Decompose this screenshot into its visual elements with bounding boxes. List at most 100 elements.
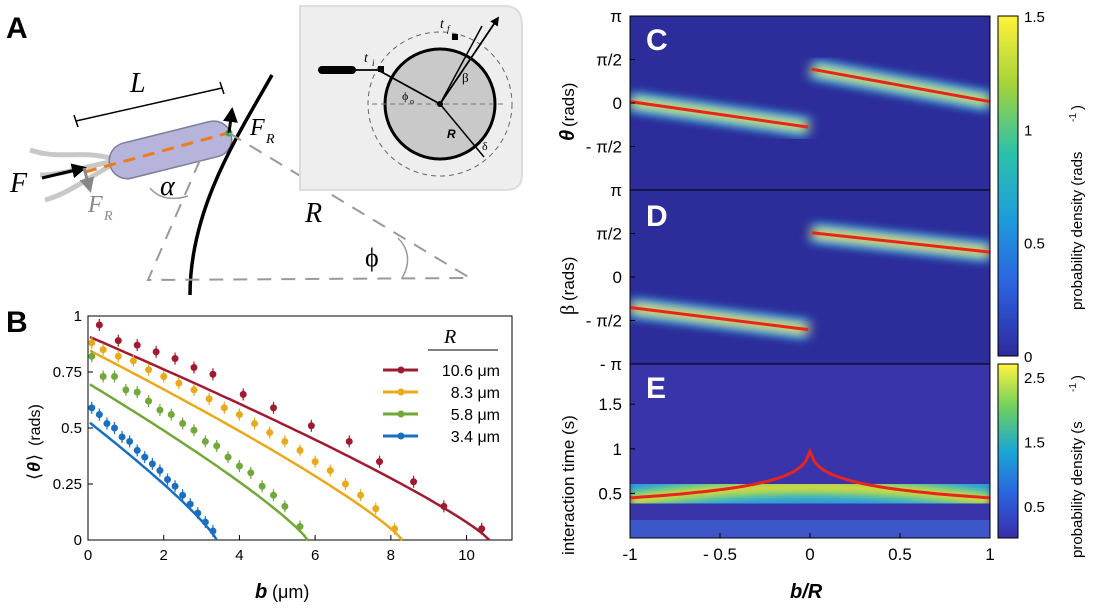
xtick-label: 0 [805, 545, 814, 564]
colorbar-bottom-label-end: ) [1069, 375, 1086, 380]
ytick-label: π [610, 7, 622, 26]
colorbar-bottom: 2.5 1.5 0.5 probability density (s -1 ) [997, 363, 1086, 558]
data-point [156, 406, 164, 414]
colorbar-bottom-label-text: probability density (s [1069, 421, 1086, 558]
panel-b-ytick-label: 0.75 [53, 364, 82, 381]
data-point [209, 370, 217, 378]
legend-marker [397, 410, 405, 418]
data-point [235, 462, 243, 470]
data-point [171, 482, 179, 490]
obstacle-surface [188, 74, 274, 296]
data-point [156, 467, 164, 475]
data-point [391, 525, 399, 533]
panel-d-ylabel-unit: (rads) [559, 257, 578, 301]
panel-a: A L F F R F R α R ϕ [6, 5, 523, 296]
colorbar-top-gradient [997, 15, 1019, 357]
ytick-label: 0.5 [598, 484, 622, 503]
panel-d-letter: D [646, 200, 668, 233]
data-point [99, 372, 107, 380]
data-point [372, 505, 380, 513]
data-point [410, 478, 418, 486]
legend-marker [397, 366, 405, 374]
data-point [270, 404, 277, 412]
legend-marker [397, 388, 405, 396]
legend-marker [397, 432, 405, 440]
panel-b-xlabel-unit: (μm) [272, 582, 309, 602]
colorbar-tick-label: 1.5 [1024, 434, 1045, 451]
alpha-arc [149, 187, 189, 200]
data-point [179, 491, 187, 499]
data-point [239, 390, 247, 398]
data-point [281, 437, 289, 445]
panel-c-model-left [630, 100, 809, 129]
ylabel-bracket-close: ⟩ [24, 454, 44, 461]
ylabel-unit: (rads) [27, 404, 44, 446]
data-point [95, 321, 103, 329]
data-point [251, 420, 259, 428]
panel-d-ylabel: β (rads) [557, 257, 579, 315]
panel-b-ytick-label: 0.25 [53, 476, 82, 493]
data-point [190, 364, 198, 372]
panel-c-ylabel-theta: θ [557, 130, 579, 141]
inset-exit-ray [439, 25, 483, 105]
colorbar-top-label-sup: -1 [1068, 113, 1079, 122]
label-L: L [129, 68, 146, 99]
data-point [164, 476, 171, 484]
data-point [126, 437, 134, 445]
panel-e-letter: E [646, 372, 666, 405]
inset-label-delta: δ [482, 139, 488, 153]
colorbar-bottom-gradient [997, 363, 1019, 539]
data-point [114, 337, 122, 345]
colorbar-tick-label: 1 [1024, 122, 1032, 139]
data-point [266, 428, 274, 436]
ytick-label: - π [600, 355, 622, 374]
ruler-tick-right [219, 81, 225, 95]
data-point [133, 341, 141, 349]
colorbar-tick-label: 2.5 [1024, 370, 1045, 387]
label-FR-left-sub: R [103, 209, 113, 224]
inset-label-R: R [447, 127, 456, 141]
data-point [88, 404, 96, 412]
panel-c-letter: C [646, 24, 668, 57]
colorbar-tick-label: 0.5 [1024, 499, 1045, 516]
data-point [201, 437, 209, 445]
xtick-label: - 0.5 [703, 545, 737, 564]
fit-curve-0 [89, 335, 491, 541]
inset-radius [439, 103, 485, 158]
ytick-label: 0 [613, 94, 622, 113]
colorbar-bottom-label-sup: -1 [1068, 383, 1079, 392]
data-point [88, 352, 96, 360]
fit-curve-1 [89, 349, 404, 541]
panel-c: C π π/2 0 - π/2 θ (rads) [557, 7, 991, 191]
panel-b-letter: B [6, 306, 28, 339]
panel-b-xtick-label: 6 [311, 547, 319, 564]
panel-e-ylabel: interaction time (s) [559, 415, 578, 555]
geometry-inset: t i t f β ϕ o R δ [299, 5, 523, 191]
label-F: F [9, 168, 28, 199]
panel-c-model-right [811, 67, 990, 104]
colorbar-top-label-text: probability density (rads [1069, 152, 1086, 310]
label-FR-right: F [249, 115, 265, 141]
data-point [129, 357, 137, 365]
inset-tf-marker [452, 34, 458, 40]
data-point [111, 424, 118, 432]
inset-label-tf: t [440, 17, 445, 32]
panel-b-ytick-label: 0.5 [61, 420, 82, 437]
panel-b-xtick-label: 8 [387, 547, 395, 564]
legend-label: 3.4 μm [451, 429, 500, 446]
panel-d-model-right [811, 231, 990, 254]
data-point [307, 422, 315, 430]
colorbar-top-ticks: 1.5 1 0.5 0 [1024, 9, 1045, 366]
colorbar-bottom-label: probability density (s -1 ) [1068, 375, 1086, 558]
panel-d-yticks: π π/2 0 - π/2 - π [586, 181, 635, 374]
panel-d-density [630, 221, 990, 341]
data-point [160, 372, 168, 380]
xtick-label: -1 [622, 545, 637, 564]
panel-e-model [630, 447, 990, 500]
panel-c-yticks: π π/2 0 - π/2 [586, 7, 635, 156]
data-point [326, 467, 334, 475]
data-point [341, 480, 349, 488]
ytick-label: π [610, 181, 622, 200]
panel-c-ylabel: θ (rads) [557, 83, 579, 141]
xtick-label: 0.5 [888, 545, 912, 564]
